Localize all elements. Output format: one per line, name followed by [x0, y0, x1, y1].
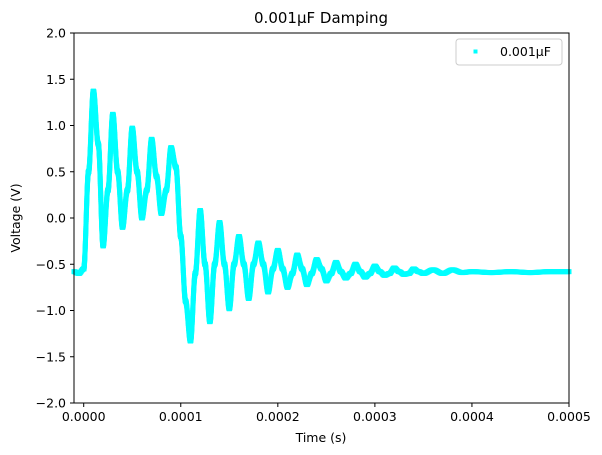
x-tick-label: 0.0004 — [450, 409, 494, 424]
series-0 — [71, 88, 572, 344]
x-axis-label: Time (s) — [295, 430, 347, 445]
y-tick-label: 0.0 — [46, 211, 66, 226]
y-axis-label: Voltage (V) — [8, 183, 23, 252]
plot-area — [71, 32, 572, 404]
y-tick-label: 1.0 — [46, 118, 66, 133]
y-tick-label: −2.0 — [36, 396, 66, 411]
y-tick-label: 1.5 — [46, 72, 66, 87]
x-axis: 0.0000 0.0001 0.0002 0.0003 0.0004 0.0005 — [62, 403, 591, 424]
y-tick-label: 0.5 — [46, 164, 66, 179]
y-tick-label: −0.5 — [36, 257, 66, 272]
y-axis: −2.0 −1.5 −1.0 −0.5 0.0 0.5 1.0 1.5 2.0 — [36, 26, 74, 411]
legend: 0.001μF — [455, 38, 563, 66]
legend-box — [455, 38, 563, 66]
y-tick-label: −1.0 — [36, 303, 66, 318]
x-tick-label: 0.0005 — [547, 409, 591, 424]
x-tick-label: 0.0000 — [62, 409, 106, 424]
y-tick-label: 2.0 — [46, 26, 66, 41]
chart-title: 0.001μF Damping — [254, 9, 388, 27]
x-tick-label: 0.0003 — [353, 409, 397, 424]
x-tick-label: 0.0002 — [256, 409, 300, 424]
y-tick-label: −1.5 — [36, 349, 66, 364]
legend-label: 0.001μF — [500, 44, 551, 59]
legend-marker — [473, 49, 478, 54]
plot-background — [74, 33, 569, 403]
x-tick-label: 0.0001 — [159, 409, 203, 424]
data-layer — [71, 88, 572, 344]
